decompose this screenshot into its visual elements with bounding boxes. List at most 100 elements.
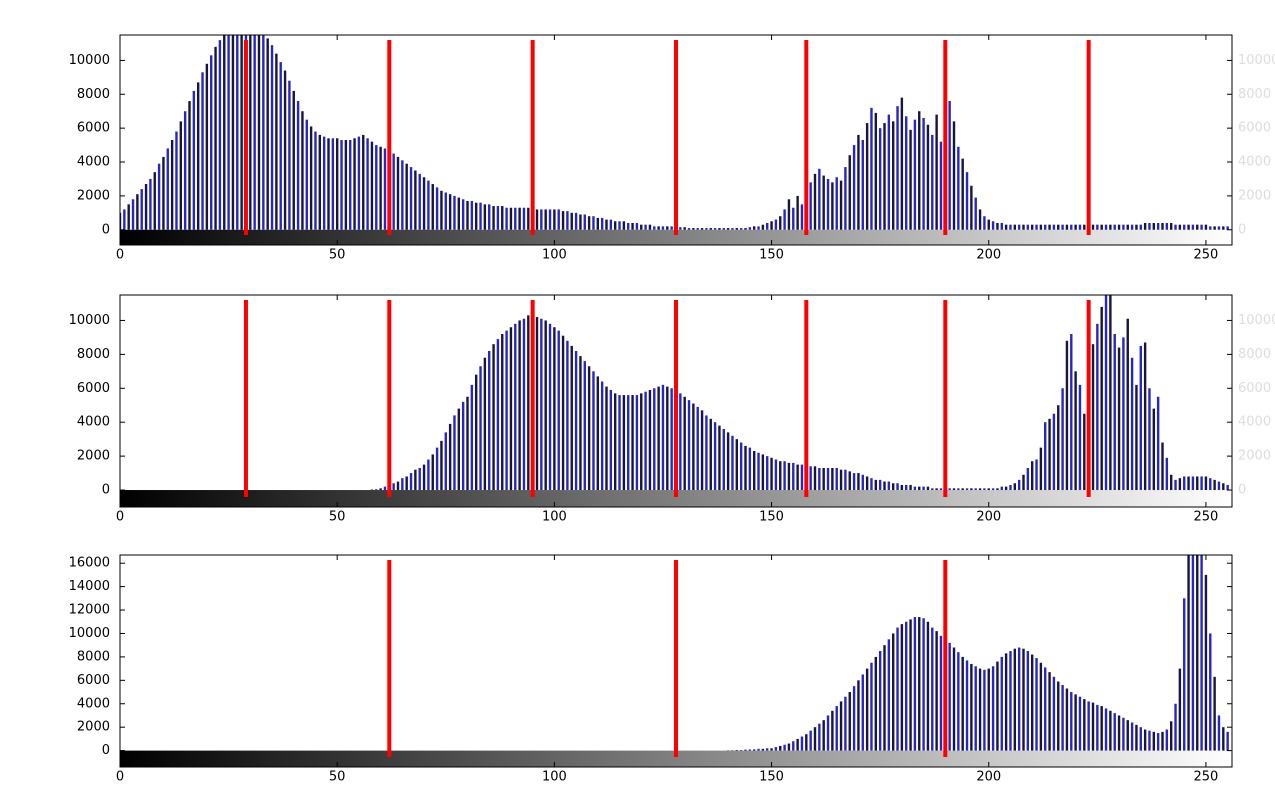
intensity-gradient <box>120 750 1232 767</box>
x-tick-label: 0 <box>116 248 124 263</box>
bar <box>162 156 165 230</box>
bar <box>461 401 465 491</box>
bar <box>935 488 938 491</box>
bar <box>774 747 778 751</box>
bar <box>739 750 743 751</box>
bar <box>644 224 647 230</box>
bar <box>987 219 990 230</box>
bar <box>1183 598 1186 751</box>
bar <box>1070 224 1073 230</box>
bar <box>961 488 964 491</box>
bar <box>1135 224 1138 230</box>
bar <box>1148 222 1151 230</box>
bar <box>939 635 943 751</box>
bar <box>774 459 778 491</box>
bar <box>1122 224 1125 230</box>
bar <box>383 486 387 491</box>
y-tick-label: 10000 <box>69 313 110 328</box>
bar <box>1061 685 1064 751</box>
bar <box>957 488 960 491</box>
bar <box>1070 692 1073 751</box>
bar <box>570 212 573 230</box>
bar <box>909 129 912 230</box>
bar <box>175 131 178 230</box>
bar <box>553 209 556 230</box>
bar <box>653 388 656 491</box>
bar <box>796 738 799 751</box>
bar <box>1209 478 1212 491</box>
bar <box>779 461 782 491</box>
bar <box>905 484 908 491</box>
bar <box>1178 224 1182 230</box>
bar <box>1200 224 1203 230</box>
bar <box>1200 476 1203 491</box>
bar <box>996 488 999 491</box>
bar <box>579 356 582 491</box>
bar <box>1026 651 1030 751</box>
bar <box>600 217 604 230</box>
bar <box>948 101 951 230</box>
bar <box>887 639 891 751</box>
bar <box>752 749 756 751</box>
bar <box>861 474 864 491</box>
bar <box>1152 222 1156 230</box>
bar <box>926 486 930 491</box>
bar <box>931 488 934 491</box>
bar <box>1074 371 1077 491</box>
bar <box>792 741 795 751</box>
bar <box>900 484 904 491</box>
bar <box>1083 224 1086 230</box>
bar <box>770 221 773 230</box>
bar <box>965 488 969 491</box>
bar <box>1204 476 1208 491</box>
bar <box>787 462 791 491</box>
y-tick-label-right: 4000 <box>1238 155 1271 170</box>
bar <box>535 209 539 230</box>
bar <box>783 209 786 230</box>
bar <box>774 219 778 230</box>
bar <box>466 396 469 491</box>
bar <box>1061 388 1064 491</box>
bar <box>474 202 478 230</box>
bar <box>1226 484 1229 491</box>
y-tick-label: 2000 <box>77 720 110 735</box>
bar <box>839 469 843 491</box>
bar <box>149 178 152 230</box>
bar <box>965 660 969 751</box>
bar <box>970 488 973 491</box>
bar <box>861 140 864 230</box>
x-tick-label: 200 <box>976 248 1001 263</box>
bar <box>1078 224 1082 230</box>
bar <box>1139 224 1142 230</box>
bar <box>926 124 930 230</box>
bar <box>905 116 908 230</box>
bar <box>479 366 482 491</box>
bar <box>631 222 634 230</box>
bar <box>883 645 886 751</box>
bar <box>1052 413 1056 491</box>
bar <box>792 207 795 230</box>
bar <box>357 136 361 230</box>
bar <box>249 35 252 230</box>
bar <box>896 483 899 491</box>
bar <box>800 736 804 751</box>
bar <box>878 128 882 230</box>
bar <box>435 447 439 491</box>
bar <box>514 207 517 230</box>
bar <box>978 209 982 230</box>
y-tick-label: 10000 <box>69 626 110 641</box>
bar <box>757 226 760 230</box>
bar <box>453 195 456 230</box>
bar <box>835 177 838 230</box>
bar <box>1196 224 1199 230</box>
x-tick-label: 100 <box>542 510 567 525</box>
y-tick-label: 14000 <box>69 579 110 594</box>
x-tick-label: 250 <box>1194 770 1219 785</box>
bar <box>1096 224 1099 230</box>
bar <box>335 138 339 230</box>
bar <box>926 621 930 751</box>
y-tick-label: 4000 <box>77 696 110 711</box>
bar <box>939 141 943 230</box>
bar <box>948 642 951 751</box>
bar <box>1074 224 1077 230</box>
